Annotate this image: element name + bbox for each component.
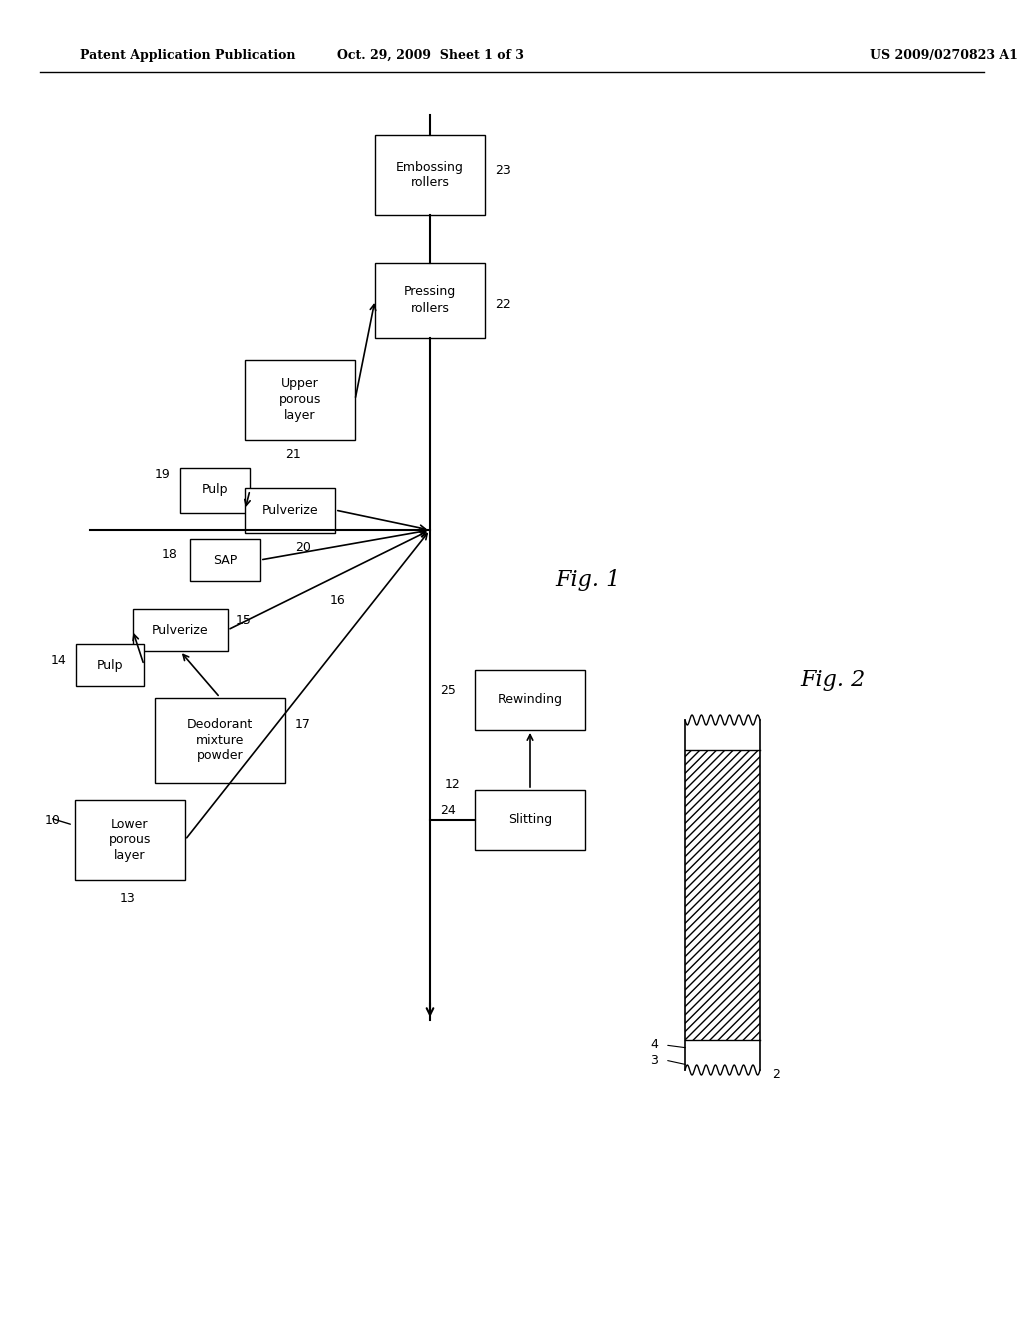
- Text: 16: 16: [330, 594, 346, 606]
- Text: 17: 17: [295, 718, 311, 731]
- Text: Slitting: Slitting: [508, 813, 552, 826]
- Text: 4: 4: [650, 1039, 657, 1052]
- Bar: [475, 671, 585, 730]
- Text: Deodorant
mixture
powder: Deodorant mixture powder: [186, 718, 253, 763]
- Text: 25: 25: [440, 684, 456, 697]
- Bar: [155, 697, 285, 783]
- Bar: [685, 750, 760, 1040]
- Text: Pulverize: Pulverize: [152, 623, 208, 636]
- Text: Fig. 1: Fig. 1: [555, 569, 621, 591]
- Text: Upper
porous
layer: Upper porous layer: [279, 378, 322, 422]
- Bar: [375, 135, 485, 215]
- Text: 3: 3: [650, 1053, 657, 1067]
- Bar: [180, 467, 250, 512]
- Bar: [76, 644, 144, 686]
- Text: Patent Application Publication: Patent Application Publication: [80, 49, 296, 62]
- Text: 14: 14: [51, 653, 67, 667]
- Text: 10: 10: [45, 813, 60, 826]
- Text: Pulp: Pulp: [96, 659, 123, 672]
- Bar: [375, 263, 485, 338]
- Text: Pressing
rollers: Pressing rollers: [403, 285, 456, 314]
- Bar: [132, 609, 227, 651]
- Bar: [245, 360, 355, 440]
- Text: Pulp: Pulp: [202, 483, 228, 496]
- Text: 18: 18: [162, 549, 178, 561]
- Text: 20: 20: [295, 541, 311, 554]
- Text: 23: 23: [495, 164, 511, 177]
- Bar: [75, 800, 185, 880]
- Text: Pulverize: Pulverize: [262, 503, 318, 516]
- Text: 15: 15: [236, 614, 251, 627]
- Text: SAP: SAP: [213, 553, 238, 566]
- Text: Fig. 2: Fig. 2: [800, 669, 865, 690]
- Text: Oct. 29, 2009  Sheet 1 of 3: Oct. 29, 2009 Sheet 1 of 3: [337, 49, 523, 62]
- Text: 2: 2: [772, 1068, 780, 1081]
- Text: 22: 22: [495, 298, 511, 312]
- Text: US 2009/0270823 A1: US 2009/0270823 A1: [870, 49, 1018, 62]
- Text: Rewinding: Rewinding: [498, 693, 562, 706]
- Bar: [475, 789, 585, 850]
- Text: 21: 21: [285, 449, 301, 462]
- Text: 24: 24: [440, 804, 456, 817]
- Text: 12: 12: [445, 779, 461, 792]
- Text: 13: 13: [120, 891, 136, 904]
- Text: Embossing
rollers: Embossing rollers: [396, 161, 464, 190]
- Text: 19: 19: [155, 469, 171, 482]
- Text: Lower
porous
layer: Lower porous layer: [109, 817, 152, 862]
- Bar: [245, 487, 335, 532]
- Bar: [190, 539, 260, 581]
